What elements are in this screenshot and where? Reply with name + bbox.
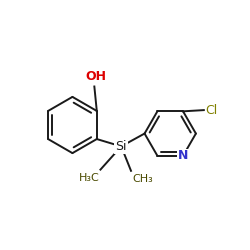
Text: N: N: [178, 149, 188, 162]
Text: Si: Si: [116, 140, 127, 153]
Text: Cl: Cl: [205, 104, 217, 117]
Text: H₃C: H₃C: [78, 172, 99, 182]
Text: OH: OH: [85, 70, 106, 83]
Text: CH₃: CH₃: [132, 174, 153, 184]
